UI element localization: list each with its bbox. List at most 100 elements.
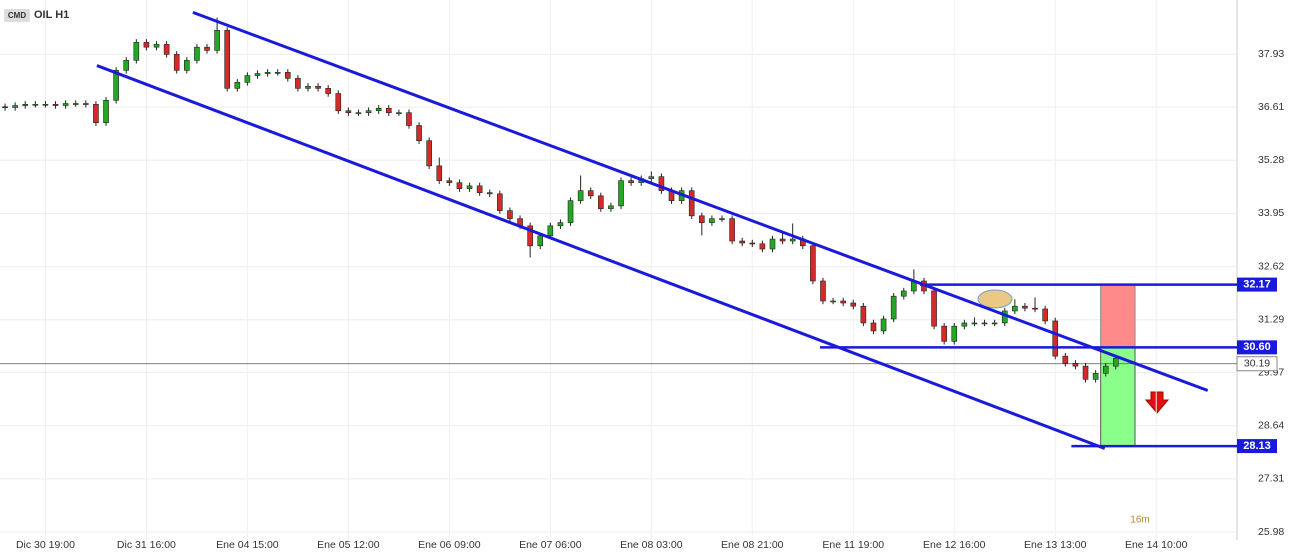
candle-body: [355, 112, 362, 115]
candle-body: [123, 60, 130, 71]
candle-body: [264, 72, 271, 74]
candle-body: [981, 322, 988, 325]
candle-body: [234, 82, 241, 89]
candle-body: [1113, 357, 1119, 367]
candle-body: [284, 72, 291, 79]
trend-line: [96, 64, 1106, 450]
candle-body: [224, 30, 231, 89]
current-price-bg: [1236, 356, 1278, 372]
candle-body: [527, 225, 533, 247]
candle-body: [52, 104, 59, 106]
candle-body: [598, 195, 604, 209]
candle-body: [900, 290, 907, 297]
x-tick-label: Dic 30 19:00: [16, 539, 75, 551]
candle-body: [274, 72, 281, 74]
candle-body: [1102, 365, 1109, 374]
candle-body: [890, 295, 897, 320]
candle-body: [941, 325, 947, 342]
grid-layer: [0, 0, 1237, 540]
candle-body: [295, 78, 301, 89]
level-label-bg: [1237, 340, 1277, 355]
candle-body: [557, 222, 564, 227]
candle-body: [769, 238, 776, 250]
down-arrow: [1144, 391, 1170, 414]
candle-body: [345, 110, 352, 114]
candle-body: [305, 86, 311, 89]
candle-body: [1032, 307, 1038, 310]
candle-body: [1082, 365, 1089, 380]
y-tick-label: 32.62: [1258, 260, 1284, 272]
candle-body: [416, 125, 422, 141]
badge-bg: [4, 9, 30, 22]
candle-body: [870, 322, 877, 332]
candle-body: [466, 185, 473, 189]
candle-body: [1072, 363, 1079, 367]
candle-body: [143, 42, 150, 48]
candle-body: [133, 42, 140, 61]
candle-body: [759, 243, 766, 250]
candle-body: [991, 322, 998, 325]
candle-body: [749, 242, 756, 245]
candle-body: [789, 238, 796, 242]
candle-body: [32, 104, 39, 106]
candle-body: [699, 215, 705, 223]
x-tick-label: Ene 11 19:00: [822, 539, 884, 551]
candle-body: [547, 225, 554, 237]
candle-body: [93, 104, 99, 124]
candle-body: [173, 54, 180, 71]
candle-body: [375, 108, 382, 112]
y-tick-label: 37.93: [1258, 48, 1284, 60]
candle-body: [1012, 305, 1018, 312]
candle-body: [779, 238, 786, 242]
stop-box: [1100, 284, 1136, 348]
level-label-bg: [1237, 277, 1277, 292]
x-tick-label: Dic 31 16:00: [117, 539, 176, 551]
candle-body: [840, 300, 846, 304]
y-tick-label: 25.98: [1258, 526, 1284, 538]
candle-body: [729, 218, 735, 242]
candle-body: [22, 104, 29, 106]
candle-body: [42, 104, 49, 106]
candle-body: [567, 200, 574, 223]
highlight: [977, 289, 1013, 309]
candle-body: [62, 103, 69, 106]
candle-body: [820, 280, 826, 302]
candle-body: [214, 30, 220, 51]
candle-body: [880, 318, 887, 332]
candle-body: [385, 108, 392, 114]
candle-body: [83, 103, 89, 105]
x-tick-label: Ene 07 06:00: [519, 539, 582, 551]
candle-body: [184, 60, 190, 71]
candle-body: [688, 190, 695, 217]
y-tick-label: 27.31: [1258, 473, 1284, 485]
candle-body: [618, 180, 624, 207]
candle-body: [810, 245, 816, 282]
candle-body: [12, 105, 18, 108]
candle-body: [204, 46, 210, 51]
candle-body: [658, 176, 665, 191]
candle-body: [507, 210, 513, 219]
candle-body: [153, 44, 160, 48]
x-tick-label: Ene 04 15:00: [216, 539, 279, 551]
y-tick-label: 31.29: [1258, 314, 1284, 326]
candle-body: [739, 240, 746, 244]
candle-body: [1022, 305, 1028, 309]
level-label: 32.17: [1243, 278, 1271, 290]
candle-body: [961, 322, 968, 327]
candle-body: [587, 190, 594, 197]
candle-body: [951, 325, 958, 342]
y-tick-label: 36.61: [1258, 101, 1284, 113]
candle-body: [315, 86, 321, 89]
x-tick-label: Ene 14 10:00: [1125, 539, 1188, 551]
candle-body: [497, 193, 503, 211]
level-label: 30.60: [1243, 341, 1271, 353]
x-tick-label: Ene 05 12:00: [317, 539, 380, 551]
candle-body: [971, 322, 978, 325]
y-tick-label: 33.95: [1258, 207, 1284, 219]
candle-body: [1092, 373, 1099, 380]
candle-body: [476, 185, 483, 193]
candle-body: [335, 93, 342, 112]
y-tick-label: 35.28: [1258, 154, 1284, 166]
current-price-label: 30.19: [1244, 358, 1270, 370]
